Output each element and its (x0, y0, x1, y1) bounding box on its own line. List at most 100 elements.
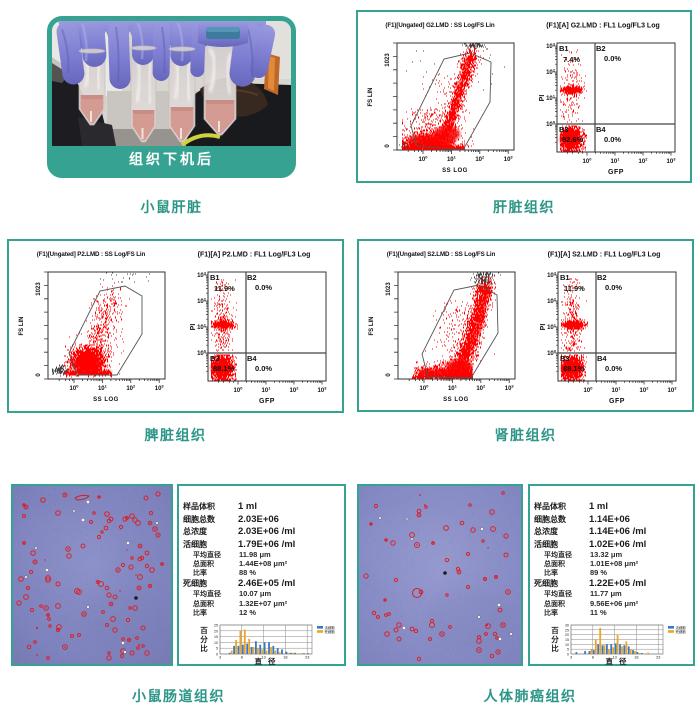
svg-text:0.0%: 0.0% (605, 364, 622, 373)
svg-text:102: 102 (126, 384, 136, 393)
svg-text:100: 100 (546, 120, 556, 129)
svg-text:100: 100 (583, 157, 593, 166)
svg-text:11.9%: 11.9% (564, 284, 585, 293)
svg-text:(F1)[Ungated] G2.LMD : SS Log/: (F1)[Ungated] G2.LMD : SS Log/FS Lin (385, 22, 494, 29)
svg-text:10: 10 (565, 643, 569, 647)
svg-text:B3: B3 (210, 354, 220, 363)
svg-text:100: 100 (70, 384, 80, 393)
svg-text:0: 0 (385, 144, 391, 148)
svg-text:0: 0 (36, 373, 42, 377)
svg-text:25: 25 (565, 628, 569, 632)
svg-text:分: 分 (551, 634, 559, 644)
svg-text:102: 102 (546, 68, 556, 77)
svg-text:0.0%: 0.0% (255, 283, 272, 292)
svg-text:103: 103 (504, 155, 514, 164)
svg-text:PI: PI (190, 324, 197, 331)
svg-text:20: 20 (565, 633, 569, 637)
svg-text:88.1%: 88.1% (213, 364, 235, 373)
svg-text:直 径: 直 径 (605, 656, 628, 666)
svg-text:7.4%: 7.4% (563, 55, 580, 64)
svg-text:101: 101 (546, 94, 556, 103)
svg-text:101: 101 (98, 384, 108, 393)
svg-text:101: 101 (448, 384, 458, 393)
svg-text:102: 102 (476, 384, 486, 393)
svg-text:0.0%: 0.0% (604, 135, 621, 144)
svg-text:B3: B3 (559, 125, 569, 134)
svg-text:25: 25 (214, 624, 218, 628)
svg-text:活细胞: 活细胞 (676, 625, 687, 630)
svg-text:B1: B1 (559, 44, 569, 53)
svg-text:0: 0 (216, 653, 218, 657)
svg-text:5: 5 (567, 648, 569, 652)
svg-text:101: 101 (611, 157, 621, 166)
svg-text:B4: B4 (597, 354, 607, 363)
svg-text:100: 100 (234, 386, 244, 395)
svg-text:102: 102 (640, 386, 650, 395)
svg-text:百: 百 (551, 626, 559, 635)
svg-text:100: 100 (420, 384, 430, 393)
svg-text:(F1)[A] S2.LMD : FL1 Log/FL3 L: (F1)[A] S2.LMD : FL1 Log/FL3 Log (548, 252, 661, 259)
svg-text:0.0%: 0.0% (255, 364, 272, 373)
svg-text:0.0%: 0.0% (604, 54, 621, 63)
svg-text:1023: 1023 (36, 282, 42, 296)
svg-text:103: 103 (546, 42, 556, 51)
svg-text:死细胞: 死细胞 (676, 629, 687, 634)
svg-text:(F1)[Ungated] S2.LMD : SS Log/: (F1)[Ungated] S2.LMD : SS Log/FS Lin (387, 251, 496, 258)
svg-text:102: 102 (547, 297, 557, 306)
svg-text:18: 18 (634, 656, 638, 660)
svg-text:B4: B4 (596, 125, 606, 134)
svg-text:(F1)[A] P2.LMD : FL1 Log/FL3 L: (F1)[A] P2.LMD : FL1 Log/FL3 Log (198, 252, 311, 259)
svg-text:5: 5 (216, 647, 218, 651)
svg-text:15: 15 (565, 638, 569, 642)
svg-text:23: 23 (656, 656, 660, 660)
svg-text:FS LIN: FS LIN (368, 88, 374, 107)
svg-text:100: 100 (419, 155, 429, 164)
svg-text:B3: B3 (560, 354, 570, 363)
svg-text:13: 13 (612, 656, 616, 660)
svg-text:3: 3 (219, 656, 221, 660)
svg-text:103: 103 (668, 386, 678, 395)
svg-text:30: 30 (565, 624, 569, 628)
svg-text:活细胞: 活细胞 (325, 625, 336, 630)
svg-text:11.9%: 11.9% (214, 284, 235, 293)
svg-text:比: 比 (551, 643, 559, 653)
svg-text:101: 101 (547, 323, 557, 332)
svg-text:103: 103 (667, 157, 677, 166)
svg-text:101: 101 (447, 155, 457, 164)
svg-text:SS LOG: SS LOG (442, 168, 468, 174)
svg-text:100: 100 (547, 349, 557, 358)
svg-text:分: 分 (200, 634, 208, 644)
svg-text:88.1%: 88.1% (563, 364, 585, 373)
svg-text:92.6%: 92.6% (562, 135, 584, 144)
svg-text:(F1)[Ungated] P2.LMD : SS Log/: (F1)[Ungated] P2.LMD : SS Log/FS Lin (37, 251, 146, 258)
svg-text:B2: B2 (247, 273, 257, 282)
svg-text:15: 15 (214, 635, 218, 639)
svg-text:13: 13 (261, 656, 265, 660)
svg-text:GFP: GFP (259, 398, 275, 405)
svg-text:101: 101 (197, 323, 207, 332)
svg-text:102: 102 (639, 157, 649, 166)
svg-text:100: 100 (197, 349, 207, 358)
svg-text:百: 百 (200, 626, 208, 635)
svg-text:比: 比 (200, 643, 208, 653)
svg-text:103: 103 (505, 384, 515, 393)
svg-text:23: 23 (305, 656, 309, 660)
svg-text:PI: PI (540, 324, 547, 331)
svg-text:B1: B1 (560, 273, 570, 282)
svg-text:101: 101 (612, 386, 622, 395)
svg-text:18: 18 (283, 656, 287, 660)
svg-text:SS LOG: SS LOG (93, 397, 119, 403)
svg-text:101: 101 (262, 386, 272, 395)
svg-text:直 径: 直 径 (254, 656, 277, 666)
svg-text:100: 100 (584, 386, 594, 395)
svg-text:PI: PI (539, 95, 546, 102)
svg-text:20: 20 (214, 629, 218, 633)
svg-text:1023: 1023 (386, 282, 392, 296)
svg-text:GFP: GFP (609, 398, 625, 405)
svg-text:102: 102 (197, 297, 207, 306)
svg-text:103: 103 (155, 384, 165, 393)
svg-text:B1: B1 (210, 273, 220, 282)
svg-text:1023: 1023 (385, 53, 391, 67)
svg-text:0: 0 (567, 653, 569, 657)
svg-text:B2: B2 (597, 273, 607, 282)
